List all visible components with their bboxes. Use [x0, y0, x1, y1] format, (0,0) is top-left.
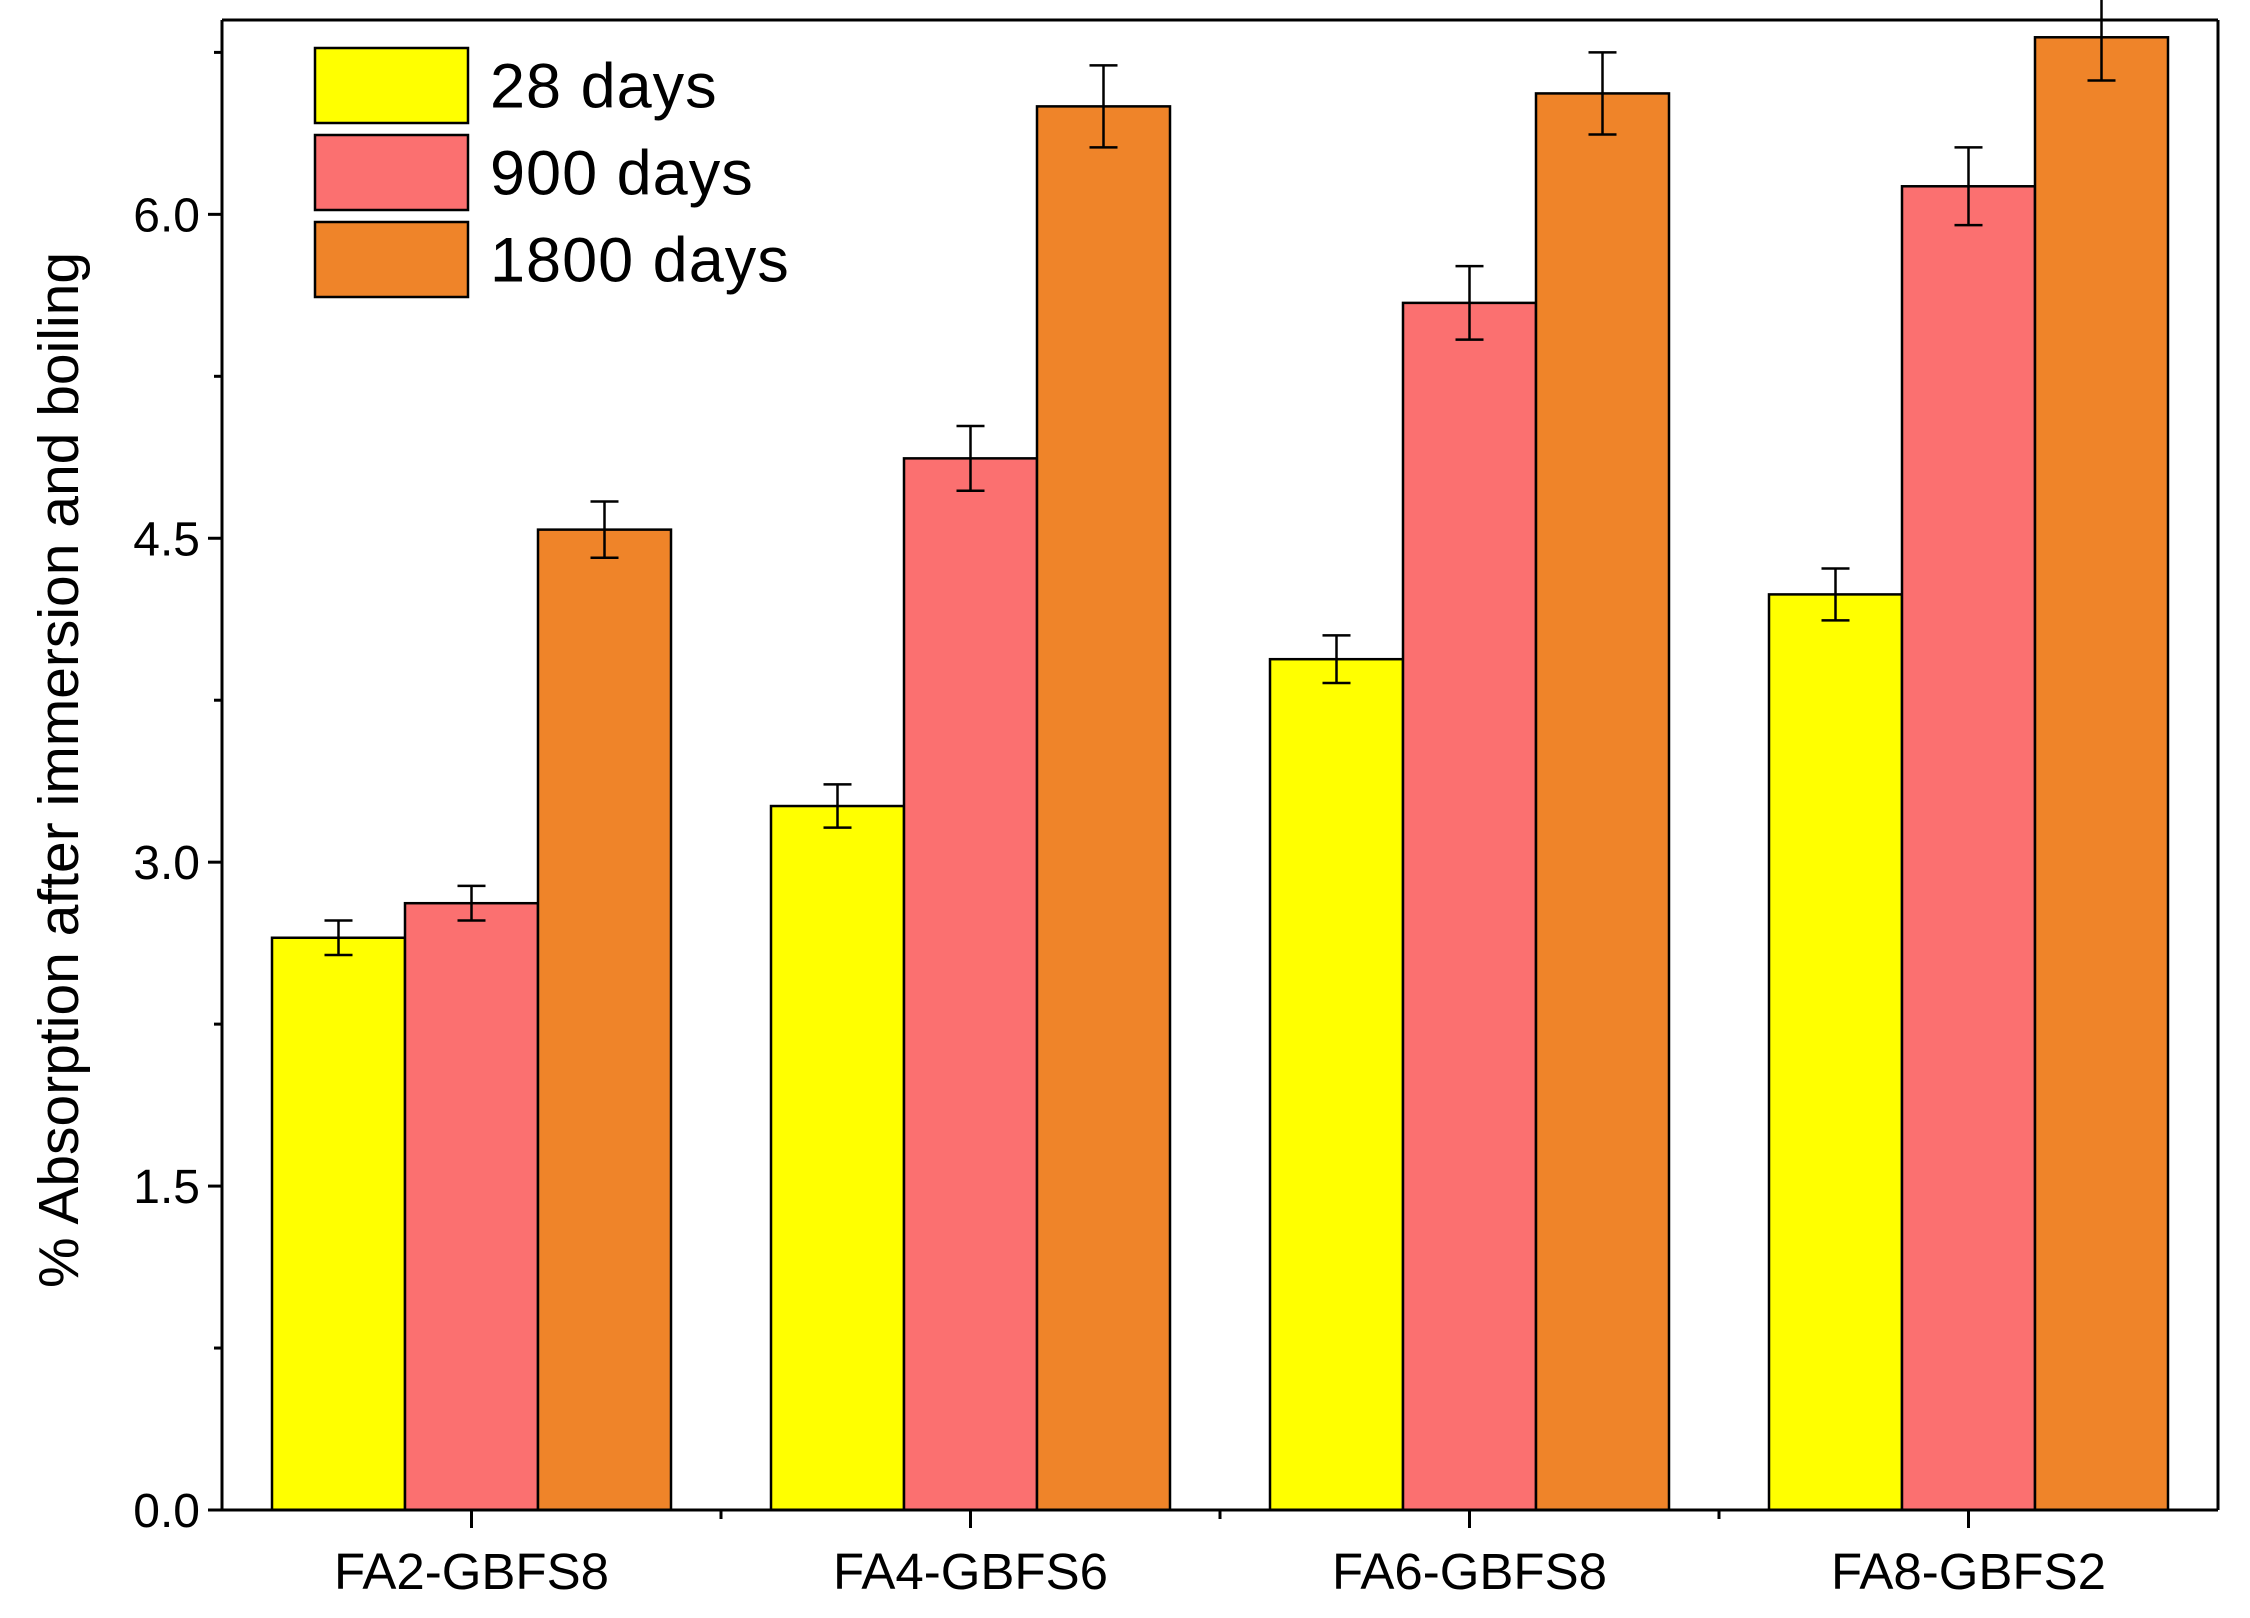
y-axis-title: % Absorption after immersion and boiling	[27, 252, 91, 1288]
bar-fa2-gbfs8-28-days	[270, 936, 407, 1512]
bar-fa4-gbfs6-1800-days	[1035, 105, 1172, 1512]
error-bar	[2087, 0, 2116, 82]
error-bar	[324, 919, 353, 957]
y-tick-label: 6.0	[133, 189, 200, 242]
error-bar	[1588, 51, 1617, 136]
legend: 28 days 900 days 1800 days	[313, 46, 790, 299]
bars-layer	[270, 0, 2170, 1512]
error-bar	[823, 783, 852, 829]
legend-swatch	[313, 133, 470, 212]
legend-label: 28 days	[490, 52, 718, 122]
bar-fa6-gbfs8-28-days	[1268, 657, 1405, 1512]
x-tick-label: FA8-GBFS2	[1831, 1543, 2106, 1600]
legend-item-28-days: 28 days	[313, 46, 718, 125]
error-bar	[590, 500, 619, 559]
bar-fa8-gbfs2-900-days	[1900, 185, 2037, 1512]
error-bar	[1821, 567, 1850, 622]
legend-item-1800-days: 1800 days	[313, 220, 790, 299]
bar-fa2-gbfs8-1800-days	[536, 528, 673, 1512]
y-tick-label: 3.0	[133, 837, 200, 890]
legend-swatch	[313, 46, 470, 125]
x-tick-label: FA2-GBFS8	[334, 1543, 609, 1600]
legend-label: 1800 days	[490, 226, 790, 296]
y-tick-label: 1.5	[133, 1161, 200, 1214]
y-tick-label: 0.0	[133, 1485, 200, 1538]
legend-item-900-days: 900 days	[313, 133, 754, 212]
error-bar	[457, 884, 486, 922]
error-bar	[956, 424, 985, 493]
error-bar	[1089, 64, 1118, 149]
legend-label: 900 days	[490, 139, 754, 209]
bar-fa8-gbfs2-28-days	[1767, 593, 1904, 1512]
bar-fa6-gbfs8-900-days	[1401, 301, 1538, 1512]
legend-swatch	[313, 220, 470, 299]
y-tick-label: 4.5	[133, 513, 200, 566]
bar-fa6-gbfs8-1800-days	[1534, 92, 1671, 1512]
x-tick-label: FA6-GBFS8	[1332, 1543, 1607, 1600]
error-bar	[1954, 146, 1983, 227]
error-bar	[1455, 264, 1484, 341]
bar-fa2-gbfs8-900-days	[403, 901, 540, 1512]
error-bar	[1322, 634, 1351, 685]
bar-fa4-gbfs6-28-days	[769, 804, 906, 1512]
x-tick-label: FA4-GBFS6	[833, 1543, 1108, 1600]
bar-fa8-gbfs2-1800-days	[2033, 36, 2170, 1512]
axes-layer: 0.0 1.5 3.0 4.5 6.0 FA2-GBFS8 FA4-GBFS6 FA6-GBF…	[133, 18, 2220, 1600]
bar-fa4-gbfs6-900-days	[902, 457, 1039, 1512]
